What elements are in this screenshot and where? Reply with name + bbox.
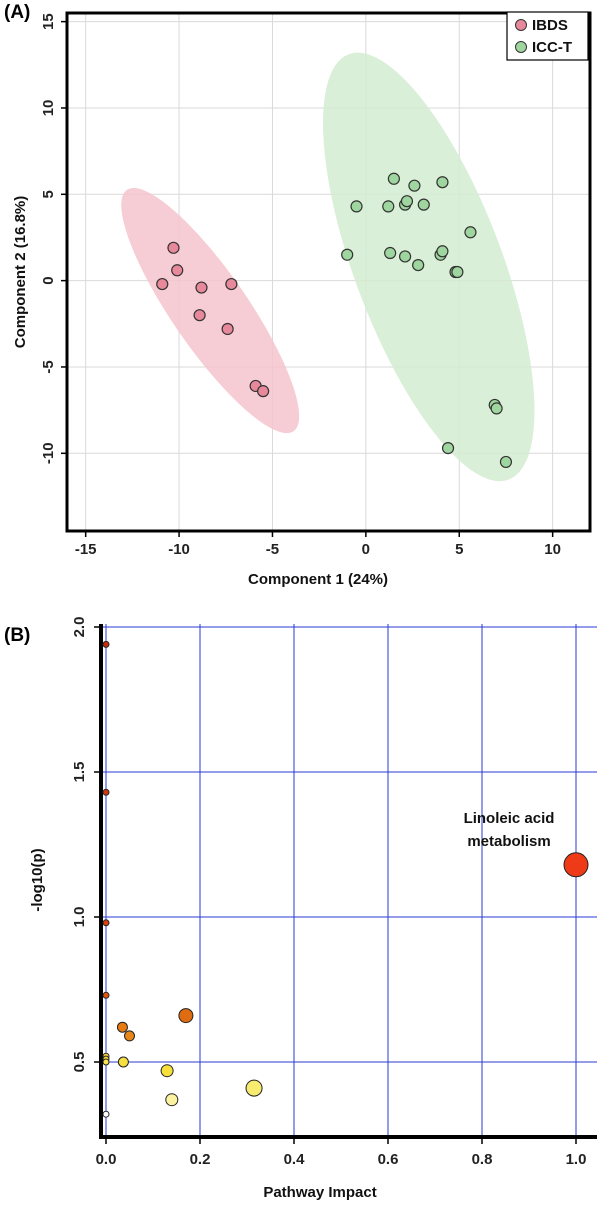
pathway-point [124,1030,135,1042]
y-tick-label: -10 [40,442,57,464]
confidence-ellipses [121,52,535,482]
point-icc-t [436,176,449,189]
annotation-line2: metabolism [467,833,550,850]
point-icc-t [436,245,449,258]
point-ibds [193,309,206,322]
legend-label-icc-t: ICC-T [532,39,572,56]
pathway-ticks: 0.0 0.2 0.4 0.6 0.8 1.0 0.5 1.0 1.5 2.0 [71,617,586,1168]
point-ibds [167,241,180,254]
x-tick-label: 0.2 [190,1151,211,1168]
point-icc-t [341,248,354,261]
legend-swatch-ibds [515,19,527,31]
point-icc-t [350,200,363,213]
pca-plot-frame [65,11,592,533]
pathway-point [563,852,589,878]
pathway-point [102,1058,110,1066]
x-tick-label: 0 [362,541,370,558]
pca-x-axis-title: Component 1 (24%) [248,571,388,588]
ellipse-icc-t [323,52,535,482]
point-ibds [221,322,234,336]
pathway-point [102,640,110,648]
pca-legend: IBDS ICC-T [506,11,589,61]
point-icc-t [398,250,412,263]
pathway-point [102,788,110,796]
y-tick-label: 10 [40,100,57,117]
point-ibds [257,385,270,398]
y-tick-label: 0 [40,276,57,284]
x-tick-label: 0.8 [472,1151,493,1168]
pca-score-plot: -15 -10 -5 0 5 10 -10 -5 0 5 10 15 IBDS ICC-T Compo… [12,11,592,588]
point-icc-t [417,198,430,211]
point-icc-t [464,226,477,239]
y-tick-label: 2.0 [71,617,88,638]
pathway-x-axis-title: Pathway Impact [263,1184,376,1201]
x-tick-label: -10 [168,541,190,558]
point-icc-t [451,265,464,279]
x-tick-label: 10 [544,541,561,558]
y-tick-label: -5 [40,360,57,373]
point-icc-t [408,179,421,192]
x-tick-label: 0.0 [96,1151,117,1168]
pathway-point [165,1093,179,1107]
point-icc-t [412,258,425,272]
pathway-impact-plot: 0.0 0.2 0.4 0.6 0.8 1.0 0.5 1.0 1.5 2.0 Linoleic … [29,617,597,1201]
pathway-grid [101,624,597,1137]
point-icc-t [387,172,400,185]
point-icc-t [490,402,503,415]
pathway-point [102,991,110,999]
pathway-points [102,640,589,1118]
pathway-point [245,1079,263,1097]
y-tick-label: 15 [40,13,57,30]
panel-a-label: (A) [4,2,30,23]
legend-label-ibds: IBDS [532,17,568,34]
pca-points [156,172,513,469]
x-tick-label: 1.0 [566,1151,587,1168]
x-tick-label: 0.6 [378,1151,399,1168]
y-tick-label: 0.5 [71,1052,88,1073]
x-tick-label: -15 [75,541,97,558]
y-tick-label: 1.5 [71,762,88,783]
point-ibds [195,281,208,294]
point-icc-t [400,195,414,208]
annotation-line1: Linoleic acid [464,810,555,827]
pca-ticks: -15 -10 -5 0 5 10 -10 -5 0 5 10 15 [40,13,561,558]
pathway-point [160,1064,174,1078]
pca-y-axis-title: Component 2 (16.8%) [12,196,29,349]
x-tick-label: 5 [455,541,463,558]
point-ibds [171,264,184,277]
point-icc-t [382,200,395,213]
point-ibds [225,277,238,291]
pathway-point [102,1110,110,1118]
point-ibds [156,277,169,291]
point-icc-t [441,442,455,455]
point-icc-t [384,246,397,260]
point-icc-t [499,455,513,469]
pathway-point [178,1008,194,1024]
x-tick-label: 0.4 [284,1151,306,1168]
pathway-point [117,1056,129,1068]
y-tick-label: 5 [40,190,57,198]
pathway-y-axis-title: -log10(p) [29,848,46,911]
panel-b-label: (B) [4,625,30,646]
ellipse-ibds [121,187,300,434]
pathway-point [116,1021,128,1033]
legend-swatch-icc-t [515,41,527,53]
pathway-point [102,919,110,927]
x-tick-label: -5 [266,541,279,558]
y-tick-label: 1.0 [71,907,88,928]
